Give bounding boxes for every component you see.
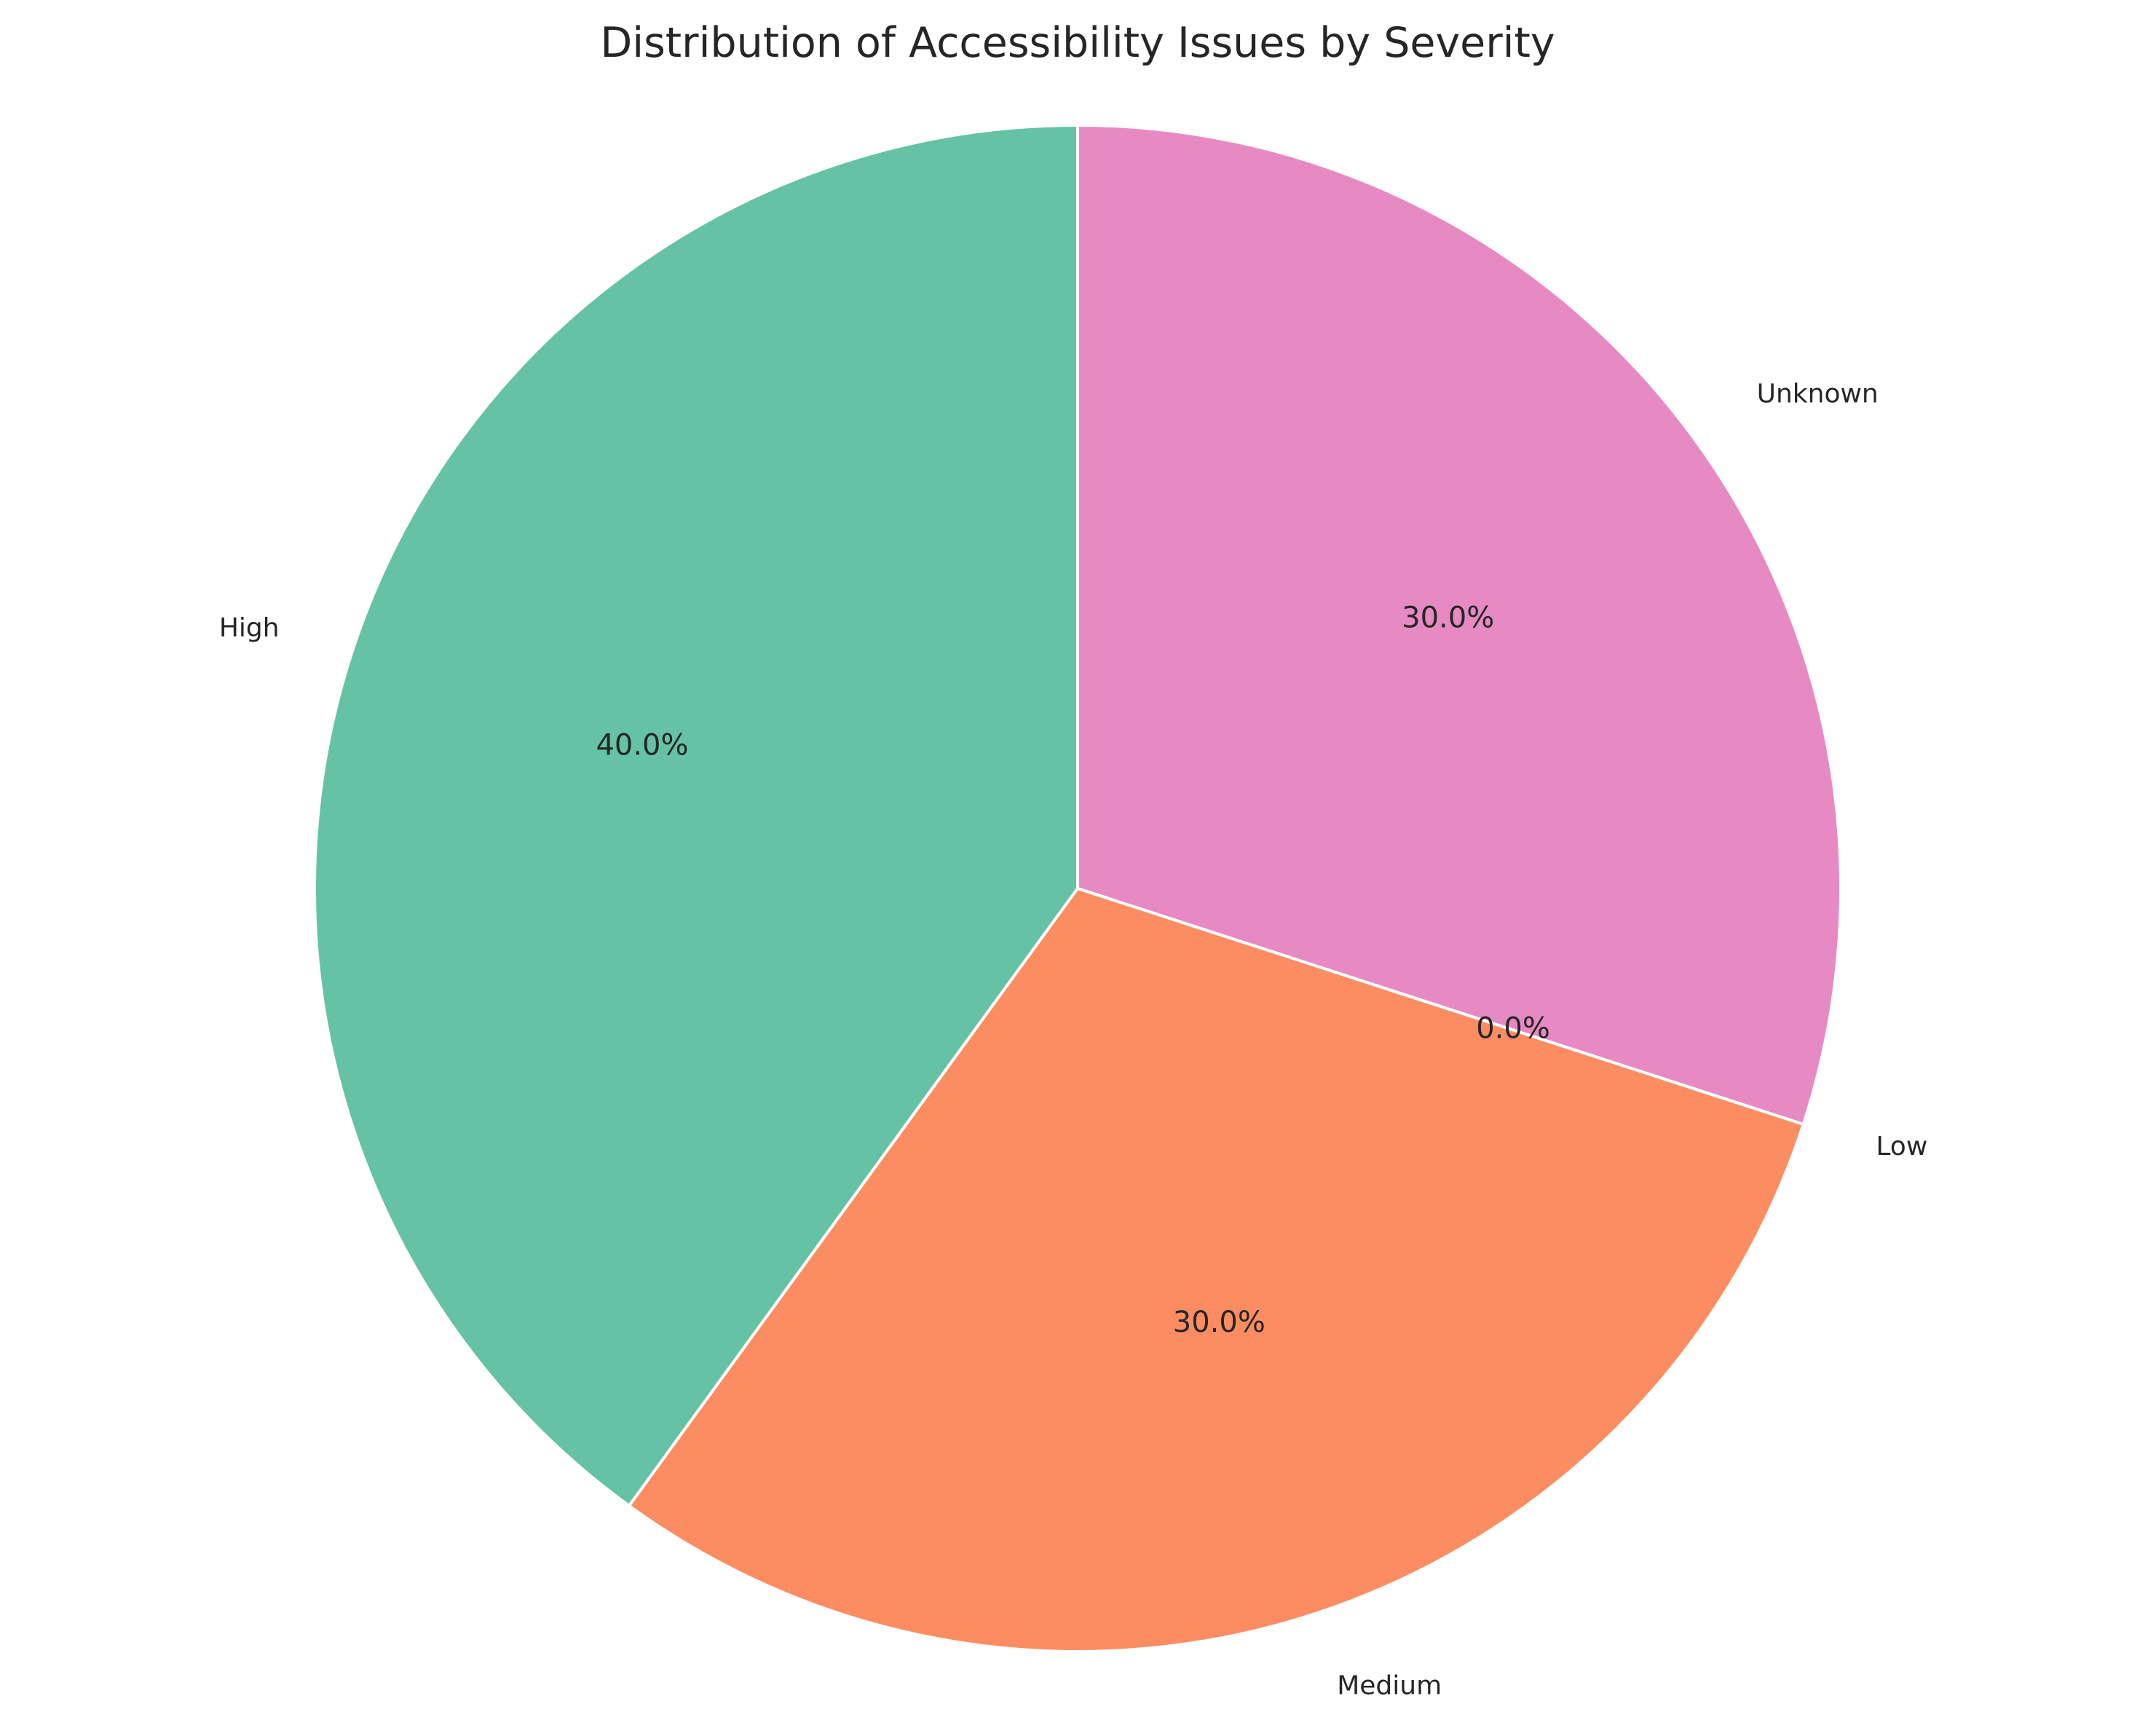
percent-label-unknown: 30.0% — [1402, 601, 1494, 634]
percent-label-medium: 30.0% — [1173, 1306, 1265, 1339]
pie-slices — [313, 124, 1842, 1653]
slice-label-medium: Medium — [1337, 1670, 1442, 1700]
pie-slice-unknown — [1076, 124, 1842, 1126]
pie-slice-high — [313, 124, 1079, 1507]
pie-slice-labels: High Medium Low Unknown — [219, 379, 1927, 1700]
pie-slice-medium — [628, 887, 1805, 1653]
pie-percent-labels: 40.0% 30.0% 0.0% 30.0% — [596, 601, 1549, 1339]
slice-label-unknown: Unknown — [1757, 379, 1879, 409]
percent-label-low: 0.0% — [1476, 1011, 1550, 1045]
chart-title: Distribution of Accessibility Issues by … — [600, 19, 1555, 67]
slice-label-high: High — [219, 613, 280, 643]
slice-label-low: Low — [1876, 1132, 1927, 1161]
percent-label-high: 40.0% — [596, 729, 688, 762]
